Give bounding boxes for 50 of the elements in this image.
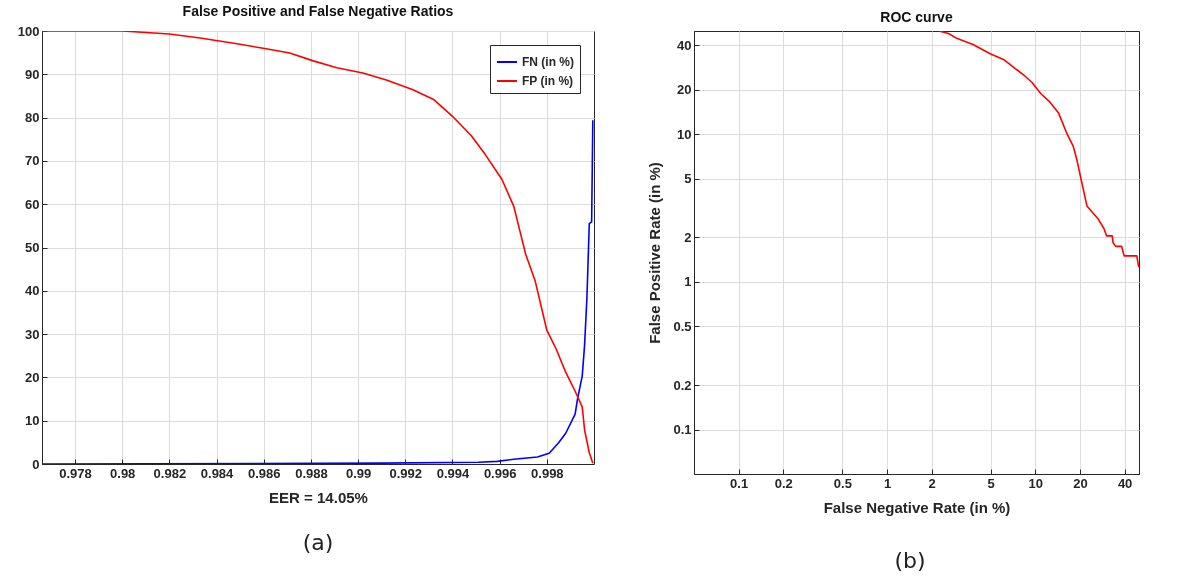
y-tick-label: 70 bbox=[25, 153, 40, 169]
x-tick-label: 40 bbox=[1117, 475, 1133, 491]
y-tick-label: 20 bbox=[25, 369, 40, 385]
y-tick-label: 40 bbox=[677, 37, 692, 53]
y-tick-label: 50 bbox=[25, 240, 40, 255]
y-tick-label: 20 bbox=[677, 82, 692, 98]
legend-label: FP (in %) bbox=[522, 74, 574, 88]
x-axis-title: False Negative Rate (in %) bbox=[823, 498, 1011, 516]
line-series bbox=[42, 31, 594, 464]
x-tick-label: 20 bbox=[1073, 475, 1088, 491]
chart-title: False Positive and False Negative Ratios bbox=[182, 3, 454, 19]
y-tick-label: 80 bbox=[25, 110, 40, 126]
x-tick-label: 1 bbox=[883, 475, 892, 491]
y-tick-label: 30 bbox=[25, 326, 40, 342]
chart-title: ROC curve bbox=[880, 9, 953, 25]
y-tick-label: 10 bbox=[677, 126, 692, 142]
y-tick-label: 1 bbox=[684, 274, 692, 290]
x-tick-label: 5 bbox=[987, 475, 995, 491]
x-tick-label: 0.984 bbox=[200, 465, 235, 481]
y-tick-label: 60 bbox=[25, 196, 40, 212]
x-tick-label: 0.988 bbox=[295, 465, 328, 481]
x-tick-label: 0.996 bbox=[483, 465, 517, 481]
y-tick-label: 40 bbox=[25, 283, 40, 299]
text: (b) bbox=[894, 548, 926, 573]
x-tick-label: 0.992 bbox=[389, 465, 423, 481]
x-tick-label: 0.1 bbox=[730, 475, 749, 491]
x-tick-label: 0.98 bbox=[110, 465, 136, 481]
x-tick-label: 10 bbox=[1028, 475, 1044, 491]
x-tick-label: 0.2 bbox=[774, 475, 793, 491]
y-tick-label: 0 bbox=[32, 456, 40, 472]
x-tick-label: 2 bbox=[928, 475, 936, 491]
y-tick-label: 90 bbox=[25, 66, 40, 82]
x-tick-label: 0.99 bbox=[345, 465, 372, 481]
x-tick-label: 0.986 bbox=[247, 465, 281, 481]
text: (a) bbox=[302, 530, 334, 555]
legend-label: FN (in %) bbox=[522, 55, 574, 69]
y-tick-label: 0.2 bbox=[673, 377, 692, 393]
x-tick-label: 0.978 bbox=[59, 465, 92, 481]
x-tick-label: 0.982 bbox=[153, 465, 187, 481]
x-tick-label: 0.994 bbox=[436, 465, 470, 481]
y-tick-label: 10 bbox=[25, 413, 40, 429]
x-tick-label: 0.5 bbox=[833, 475, 852, 491]
y-axis-title: False Positive Rate (in %) bbox=[646, 162, 664, 344]
y-tick-label: 2 bbox=[684, 229, 692, 245]
y-tick-label: 5 bbox=[684, 171, 692, 187]
y-tick-label: 0.1 bbox=[673, 422, 692, 438]
x-tick-label: 0.998 bbox=[531, 465, 564, 481]
x-axis-title: EER = 14.05% bbox=[269, 488, 368, 506]
y-tick-label: 100 bbox=[17, 23, 40, 39]
y-tick-label: 0.5 bbox=[673, 318, 692, 334]
